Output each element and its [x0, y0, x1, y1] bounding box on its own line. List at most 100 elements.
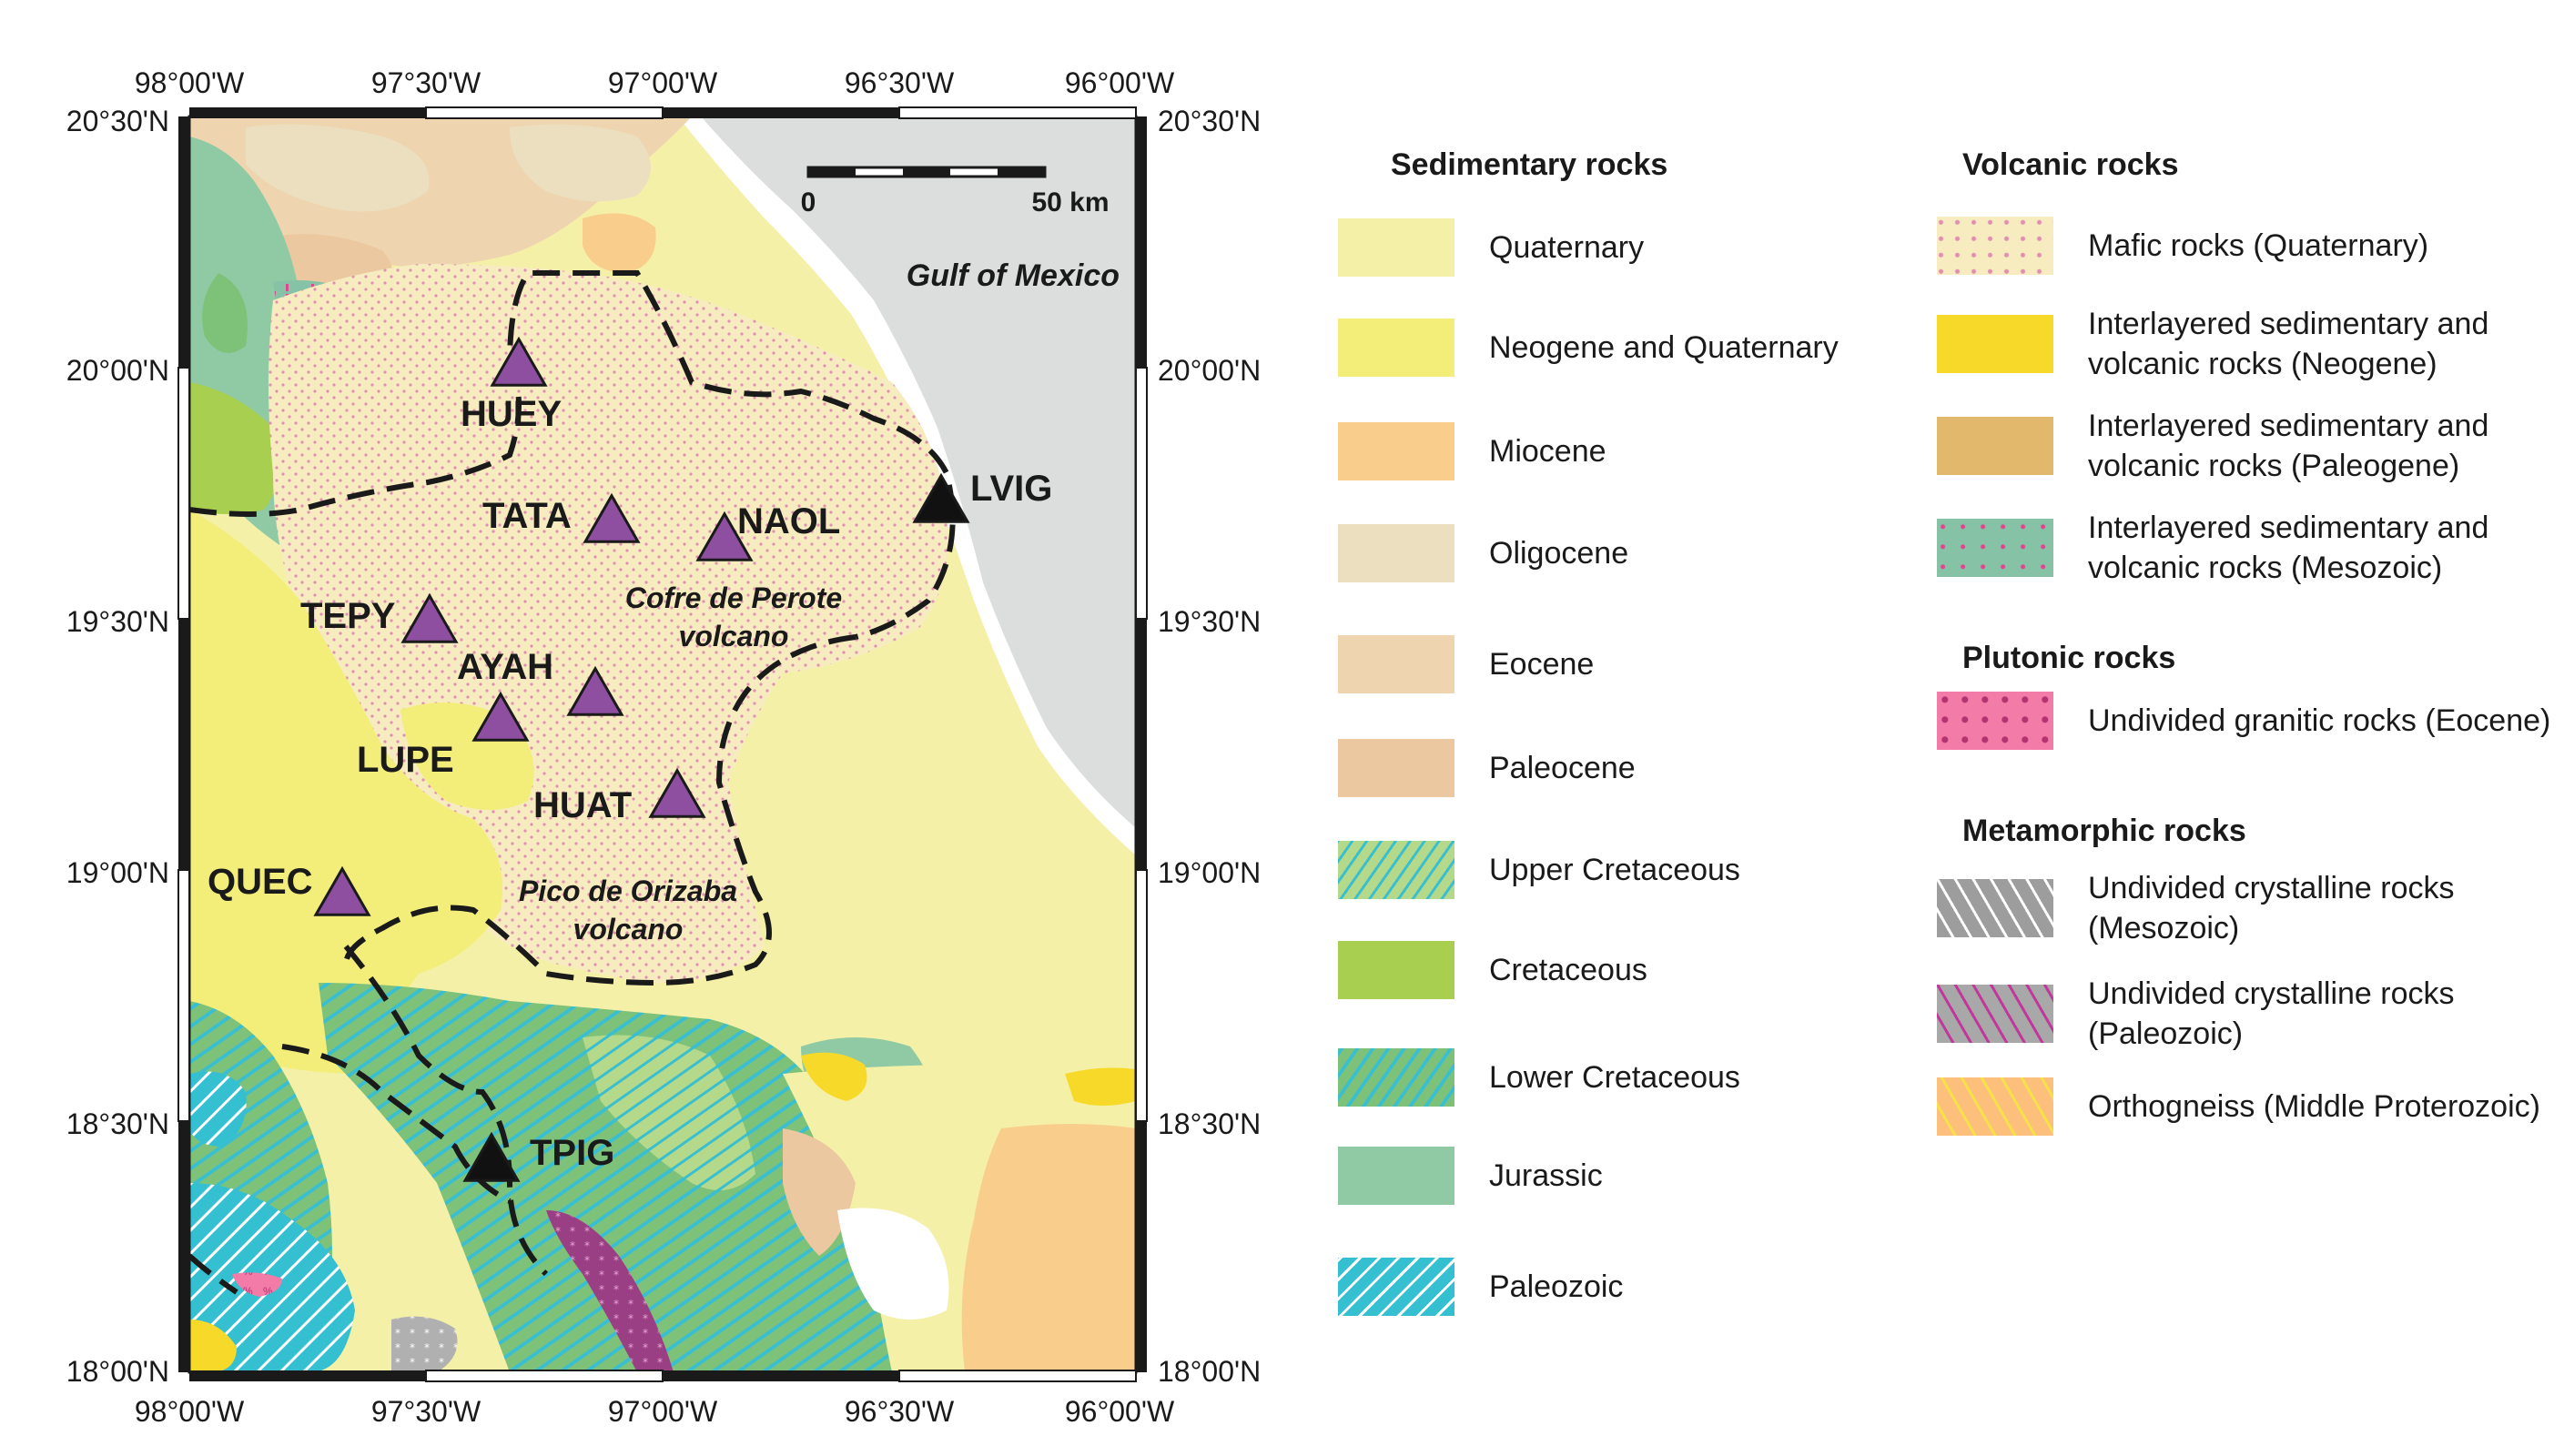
legend-item: Undivided granitic rocks (Eocene)	[1937, 692, 2550, 750]
top-lon-label: 96°00'W	[1065, 66, 1175, 99]
station-label-ayah: AYAH	[457, 647, 553, 687]
legend-swatch	[1937, 879, 2053, 937]
legend-item: Neogene and Quaternary	[1338, 318, 1839, 377]
boundary-dashed-sw3	[189, 1253, 238, 1295]
unit-miocene-se	[961, 1124, 1136, 1372]
unit-oligocene-2	[510, 124, 651, 202]
left-lat-label: 18°00'N	[66, 1355, 169, 1388]
station-marker-ayah	[566, 665, 624, 716]
right-lat-label: 18°00'N	[1158, 1355, 1261, 1388]
bottom-lon-label: 96°00'W	[1065, 1395, 1175, 1428]
gulf-of-mexico-water	[692, 116, 1136, 842]
legend-swatch	[1338, 941, 1454, 999]
legend-label: Oligocene	[1489, 536, 1629, 571]
geology-layers	[189, 116, 1136, 1372]
legend-label: Interlayered sedimentary and volcanic roc…	[2088, 409, 2489, 483]
map-frame	[177, 106, 1148, 1382]
legend-heading-metamorphic: Metamorphic rocks	[1962, 814, 2246, 848]
legend-label: Jurassic	[1489, 1158, 1603, 1193]
station-label-naol: NAOL	[737, 501, 840, 541]
legend-swatch	[1338, 218, 1454, 277]
legend-item: Paleocene	[1338, 739, 1636, 797]
legend-swatch	[1338, 524, 1454, 582]
legend-label: Eocene	[1489, 647, 1595, 682]
right-lat-label: 18°30'N	[1158, 1107, 1261, 1140]
pico-de-orizaba-label-2: volcano	[573, 913, 684, 945]
pico-de-orizaba-label: Pico de Orizaba	[519, 875, 737, 907]
top-lon-label: 97°00'W	[608, 66, 718, 99]
boundary-dashed-north	[189, 269, 956, 640]
legend-label: Paleozoic	[1489, 1269, 1624, 1304]
bottom-lon-label: 97°00'W	[608, 1395, 718, 1428]
legend-item: Eocene	[1338, 635, 1594, 693]
legend-swatch	[1338, 841, 1454, 899]
station-marker-lupe	[471, 691, 530, 742]
legend-item: Paleozoic	[1338, 1258, 1623, 1316]
scale-start-label: 0	[801, 187, 816, 217]
top-lon-label: 96°30'W	[845, 66, 955, 99]
legend-heading-plutonic: Plutonic rocks	[1962, 641, 2176, 675]
legend-label: Undivided granitic rocks (Eocene)	[2088, 703, 2551, 738]
unit-cretaceous-west	[189, 382, 280, 514]
station-label-tepy: TEPY	[300, 596, 396, 636]
legend-swatch	[1338, 739, 1454, 797]
unit-lower-cretaceous-south	[319, 983, 892, 1372]
unit-interlayered-neogene-se	[801, 1052, 867, 1101]
unit-miocene	[583, 213, 656, 273]
station-label-tpig: TPIG	[530, 1133, 614, 1173]
station-label-quec: QUEC	[208, 862, 313, 902]
legend-item: Cretaceous	[1338, 941, 1647, 999]
station-label-huat: HUAT	[533, 785, 632, 825]
unit-upper-cretaceous-south	[583, 1035, 755, 1190]
legend-swatch	[1937, 985, 2053, 1043]
station-marker-naol	[695, 511, 754, 561]
left-lat-label: 18°30'N	[66, 1107, 169, 1140]
legend-label: Quaternary	[1489, 230, 1645, 265]
legend-swatch	[1338, 1048, 1454, 1107]
station-marker-tepy	[400, 592, 459, 643]
unit-crystalline-mesozoic	[391, 1316, 458, 1372]
legend-swatch	[1937, 417, 2053, 475]
unit-oligocene	[246, 124, 430, 212]
right-lat-label: 20°00'N	[1158, 354, 1261, 387]
station-label-huey: HUEY	[461, 394, 562, 434]
unit-neogene-quaternary	[189, 510, 502, 1074]
legend-label: Miocene	[1489, 434, 1606, 469]
left-lat-label: 19°00'N	[66, 856, 169, 889]
legend-label: Neogene and Quaternary	[1489, 330, 1839, 365]
station-marker-quec	[313, 865, 371, 916]
legend-swatch	[1338, 635, 1454, 693]
right-lat-label: 20°30'N	[1158, 105, 1261, 137]
right-lat-label: 19°30'N	[1158, 605, 1261, 638]
unit-interlayered-neogene-sw	[189, 1320, 237, 1372]
station-marker-lvig	[912, 472, 970, 523]
legend-label: Mafic rocks (Quaternary)	[2088, 228, 2429, 263]
unit-interlayered-neogene-se2	[1065, 1067, 1136, 1106]
station-label-lvig: LVIG	[970, 469, 1052, 509]
legend-label: Undivided crystalline rocks (Mesozoic)	[2088, 871, 2455, 945]
boundary-dashed-sw	[343, 945, 549, 1277]
legend-item: Interlayered sedimentary and volcanic roc…	[1937, 406, 2488, 486]
unit-crystalline-paleozoic	[546, 1210, 674, 1372]
boundary-dashed-sw2	[281, 1044, 512, 1204]
legend-item: Jurassic	[1338, 1147, 1603, 1205]
legend-item: Undivided crystalline rocks (Paleozoic)	[1937, 974, 2455, 1054]
cofre-de-perote-label-2: volcano	[679, 620, 789, 652]
legend-item: Miocene	[1338, 422, 1606, 480]
gulf-of-mexico-label: Gulf of Mexico	[907, 258, 1120, 293]
legend-heading-sedimentary: Sedimentary rocks	[1391, 147, 1668, 182]
legend-label: Lower Cretaceous	[1489, 1060, 1740, 1095]
legend-swatch	[1338, 1258, 1454, 1316]
legend-swatch	[1937, 1077, 2053, 1136]
station-marker-huat	[648, 767, 706, 818]
legend-label: Interlayered sedimentary and volcanic roc…	[2088, 511, 2489, 585]
station-marker-huey	[490, 336, 548, 387]
bottom-lon-label: 98°00'W	[135, 1395, 245, 1428]
legend-swatch	[1937, 315, 2053, 373]
legend-swatch	[1338, 1147, 1454, 1205]
boundary-dashed-south	[343, 634, 856, 986]
legend-item: Interlayered sedimentary and volcanic roc…	[1937, 304, 2488, 384]
legend-heading-volcanic: Volcanic rocks	[1962, 147, 2179, 182]
legend-item: Interlayered sedimentary and volcanic roc…	[1937, 508, 2488, 588]
legend-item: Quaternary	[1338, 218, 1644, 277]
